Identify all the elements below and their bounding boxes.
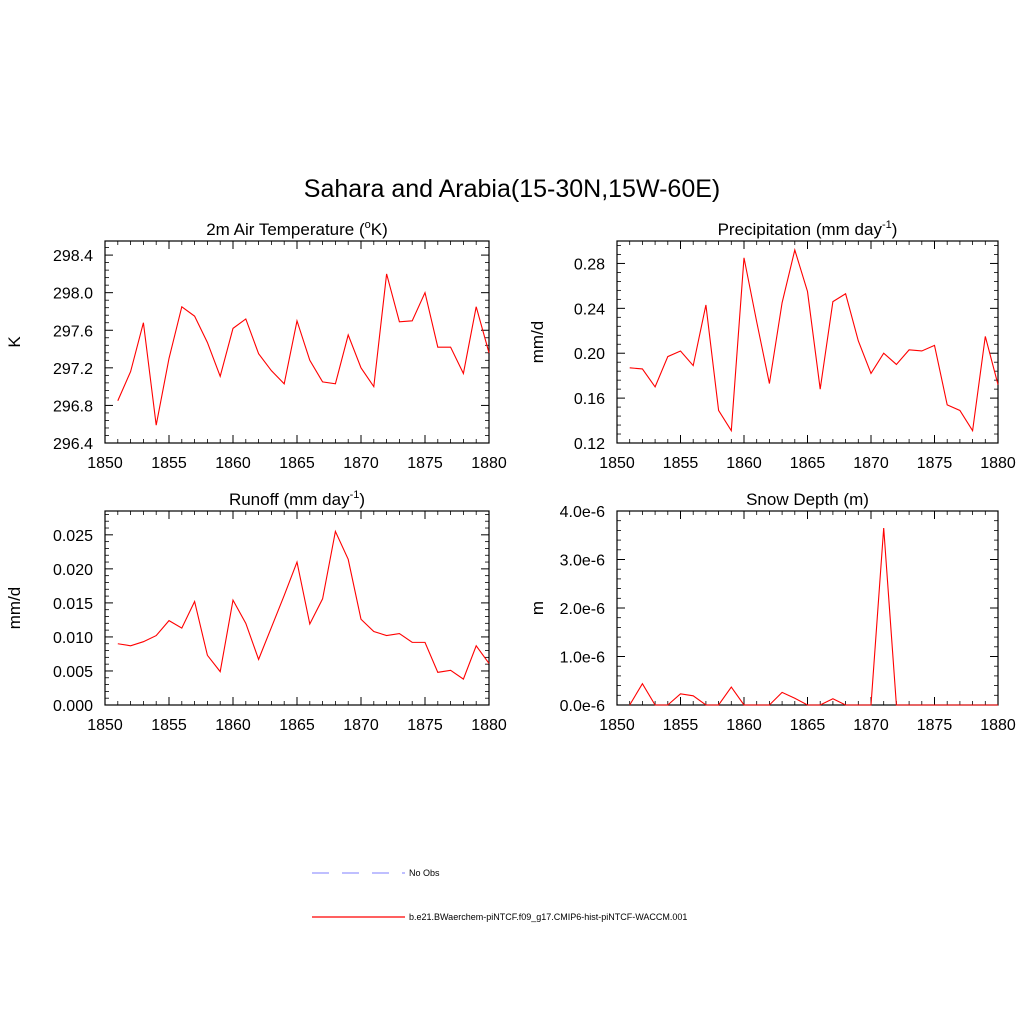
x-tick-label: 1880 — [980, 455, 1016, 472]
x-tick-label: 1860 — [215, 717, 251, 734]
y-tick-label: 0.28 — [574, 256, 605, 273]
x-tick-label: 1855 — [663, 455, 699, 472]
y-tick-label: 298.4 — [53, 248, 93, 265]
series-line — [117, 529, 490, 680]
panel-title: Snow Depth (m) — [746, 490, 869, 509]
panel-title: 2m Air Temperature (oK) — [206, 219, 388, 239]
legend-label: b.e21.BWaerchem-piNTCF.f09_g17.CMIP6-his… — [409, 912, 687, 922]
y-tick-label: 0.24 — [574, 301, 605, 318]
y-tick-label: 3.0e-6 — [560, 553, 605, 570]
x-tick-label: 1865 — [790, 717, 826, 734]
y-tick-label: 297.6 — [53, 323, 93, 340]
panels: 1850 1855 1860 1865 1870 1875 1880 296.4 296.8 29… — [5, 219, 1016, 734]
x-tick-label: 1880 — [471, 455, 507, 472]
panel-title-main: Precipitation (mm day — [718, 220, 883, 239]
legend-label: No Obs — [409, 868, 440, 878]
y-tick-label: 296.8 — [53, 398, 93, 415]
x-tick-label: 1850 — [599, 455, 635, 472]
y-tick-label: 2.0e-6 — [560, 601, 605, 618]
y-tick-label: 0.010 — [53, 630, 93, 647]
panel-title-main: 2m Air Temperature ( — [206, 220, 365, 239]
x-tick-label: 1875 — [407, 455, 443, 472]
panel-title-tail: ) — [359, 490, 365, 509]
panel-title-tail: ) — [892, 220, 898, 239]
series-line — [629, 247, 999, 433]
x-tick-label: 1850 — [87, 455, 123, 472]
y-tick-label: 0.000 — [53, 698, 93, 715]
x-tick-label: 1860 — [215, 455, 251, 472]
plot-frame — [616, 240, 999, 444]
x-tick-label: 1880 — [471, 717, 507, 734]
x-tick-label: 1875 — [407, 717, 443, 734]
y-tick-label: 0.16 — [574, 391, 605, 408]
y-tick-label: 298.0 — [53, 286, 93, 303]
y-tick-label: 0.12 — [574, 436, 605, 453]
y-tick-label: 1.0e-6 — [560, 650, 605, 667]
panel-4: 1850 1855 1860 1865 1870 1875 1880 0.0e-6 1.0e-6… — [528, 490, 1016, 734]
y-tick-label: 0.005 — [53, 664, 93, 681]
y-tick-label: 0.0e-6 — [560, 698, 605, 715]
x-tick-label: 1865 — [279, 455, 315, 472]
series-line — [629, 527, 998, 706]
x-tick-label: 1860 — [726, 717, 762, 734]
x-tick-label: 1855 — [663, 717, 699, 734]
y-tick-label: 0.20 — [574, 346, 605, 363]
y-tick-label: 296.4 — [53, 436, 93, 453]
panel-title-main: Runoff (mm day — [229, 490, 350, 509]
x-tick-label: 1850 — [87, 717, 123, 734]
plot-frame — [616, 510, 999, 706]
legend: No Obs b.e21.BWaerchem-piNTCF.f09_g17.CMI… — [312, 868, 687, 922]
x-tick-label: 1870 — [853, 717, 889, 734]
plot-frame — [104, 510, 490, 706]
x-tick-label: 1870 — [343, 455, 379, 472]
x-tick-label: 1875 — [917, 717, 953, 734]
y-tick-label: 297.2 — [53, 361, 93, 378]
y-tick-label: 0.020 — [53, 562, 93, 579]
y-tick-label: 0.025 — [53, 528, 93, 545]
x-tick-label: 1880 — [980, 717, 1016, 734]
y-axis-label: m — [528, 601, 547, 615]
panel-title-sup: o — [365, 219, 371, 231]
x-tick-label: 1860 — [726, 455, 762, 472]
x-tick-label: 1865 — [790, 455, 826, 472]
y-axis-label: mm/d — [528, 321, 547, 364]
x-tick-label: 1875 — [917, 455, 953, 472]
x-tick-label: 1850 — [599, 717, 635, 734]
x-tick-label: 1855 — [151, 455, 187, 472]
figure-title: Sahara and Arabia(15-30N,15W-60E) — [304, 175, 720, 203]
series-line — [117, 273, 490, 426]
plot-frame — [104, 240, 490, 444]
y-axis-label: K — [5, 336, 24, 348]
y-tick-label: 0.015 — [53, 596, 93, 613]
panel-title: Precipitation (mm day-1) — [718, 219, 898, 239]
panel-3: 1850 1855 1860 1865 1870 1875 1880 0.000 0.005 0.… — [5, 489, 507, 734]
panel-title: Runoff (mm day-1) — [229, 489, 365, 509]
y-axis-label: mm/d — [5, 587, 24, 630]
panel-1: 1850 1855 1860 1865 1870 1875 1880 296.4 296.8 29… — [5, 219, 507, 472]
panel-title-sup: -1 — [350, 489, 360, 501]
x-tick-label: 1855 — [151, 717, 187, 734]
panel-title-tail: K) — [371, 220, 388, 239]
panel-2: 1850 1855 1860 1865 1870 1875 1880 0.12 0.16 0.20… — [528, 219, 1016, 472]
x-tick-label: 1870 — [853, 455, 889, 472]
y-tick-label: 4.0e-6 — [560, 504, 605, 521]
x-tick-label: 1870 — [343, 717, 379, 734]
panel-title-sup: -1 — [882, 219, 892, 231]
x-tick-label: 1865 — [279, 717, 315, 734]
panel-title-main: Snow Depth (m) — [746, 490, 869, 509]
